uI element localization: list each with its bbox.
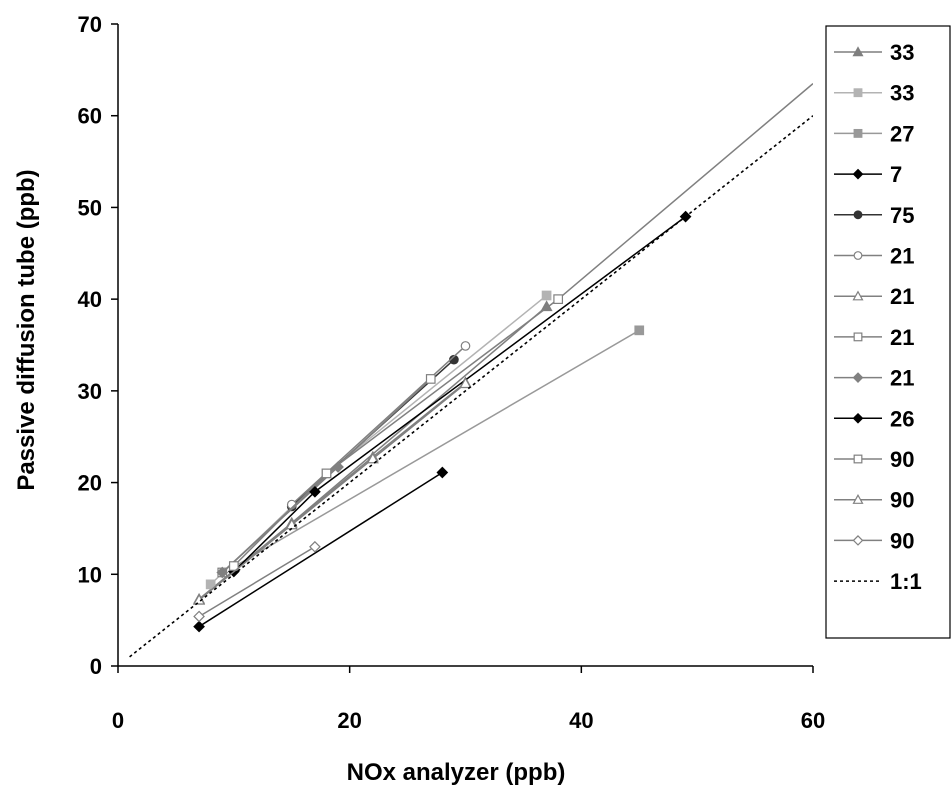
legend-label: 90 bbox=[890, 447, 914, 472]
legend-marker bbox=[853, 210, 863, 220]
series-14-line bbox=[129, 115, 813, 658]
legend-item: 21 bbox=[834, 325, 914, 350]
series-9-point-1 bbox=[216, 566, 229, 579]
series-11-line bbox=[233, 83, 813, 567]
legend-marker bbox=[853, 88, 863, 98]
legend-label: 33 bbox=[890, 81, 914, 106]
legend-box bbox=[825, 25, 951, 639]
y-tick-label: 30 bbox=[78, 379, 102, 404]
series-12 bbox=[193, 377, 472, 605]
legend-label: 90 bbox=[890, 528, 914, 553]
legend-label: 26 bbox=[890, 406, 914, 431]
legend-label: 21 bbox=[890, 284, 914, 309]
y-tick-label: 0 bbox=[90, 654, 102, 679]
legend-item: 33 bbox=[834, 40, 914, 65]
y-tick-label: 40 bbox=[78, 287, 102, 312]
x-tick-label: 0 bbox=[112, 708, 124, 733]
series-11-point-2 bbox=[321, 468, 332, 479]
series-14 bbox=[129, 115, 813, 658]
legend-marker bbox=[852, 535, 864, 546]
axes-layer bbox=[117, 24, 813, 667]
series-10-point-2 bbox=[309, 485, 321, 498]
series-layer bbox=[129, 83, 813, 658]
series-3-line bbox=[233, 329, 640, 568]
series-13-line bbox=[198, 546, 316, 618]
series-11 bbox=[228, 83, 813, 571]
series-4-line bbox=[198, 471, 443, 628]
legend-item: 90 bbox=[834, 528, 914, 553]
series-13 bbox=[193, 540, 321, 623]
series-4 bbox=[193, 466, 449, 633]
series-2-point-3 bbox=[541, 290, 552, 301]
legend-item: 27 bbox=[834, 121, 914, 146]
x-tick-label: 40 bbox=[569, 708, 593, 733]
series-3-point-2 bbox=[634, 325, 645, 336]
ticks-layer: 0 10 20 30 40 50 60 70 0 20 40 60 bbox=[78, 12, 826, 733]
y-tick-label: 60 bbox=[78, 104, 102, 129]
series-13-point-2 bbox=[309, 540, 321, 553]
series-12-point-4 bbox=[459, 377, 472, 389]
legend-label: 27 bbox=[890, 121, 914, 146]
series-2-point-1 bbox=[205, 579, 216, 590]
legend-label: 21 bbox=[890, 244, 914, 269]
series-4-point-2 bbox=[436, 466, 449, 479]
y-tick-label: 50 bbox=[78, 195, 102, 220]
legend-item: 33 bbox=[834, 81, 914, 106]
series-8-point-2 bbox=[425, 374, 436, 384]
series-6-point-2 bbox=[460, 341, 471, 351]
legend-item: 75 bbox=[834, 203, 914, 228]
y-tick-label: 70 bbox=[78, 12, 102, 37]
legend-item: 21 bbox=[834, 284, 914, 309]
series-13-point-1 bbox=[193, 610, 205, 623]
x-tick-label: 20 bbox=[337, 708, 361, 733]
legend-item: 90 bbox=[834, 447, 914, 472]
legend-item: 7 bbox=[834, 162, 902, 187]
legend-label: 75 bbox=[890, 203, 914, 228]
legend-marker bbox=[853, 332, 863, 342]
legend-label: 90 bbox=[890, 488, 914, 513]
legend-marker bbox=[853, 251, 863, 260]
series-9-point-2 bbox=[332, 461, 344, 473]
legend-label: 21 bbox=[890, 366, 914, 391]
y-tick-label: 20 bbox=[78, 471, 102, 496]
series-11-point-3 bbox=[553, 294, 564, 304]
legend: 33 33 27 7 75 21 21 21 21 26 90 90 90 1:1 bbox=[825, 25, 951, 639]
legend-marker bbox=[852, 290, 864, 301]
legend-marker bbox=[853, 454, 863, 464]
legend-label: 33 bbox=[890, 40, 914, 65]
legend-marker bbox=[852, 493, 864, 504]
legend-marker bbox=[852, 168, 864, 180]
legend-marker bbox=[853, 128, 863, 138]
x-tick-label: 60 bbox=[801, 708, 825, 733]
legend-label: 21 bbox=[890, 325, 914, 350]
legend-marker bbox=[852, 46, 864, 57]
legend-item: 1:1 bbox=[834, 569, 922, 594]
x-axis-title: NOx analyzer (ppb) bbox=[347, 759, 566, 786]
series-12-line bbox=[198, 382, 466, 601]
series-4-point-1 bbox=[193, 620, 205, 633]
y-tick-label: 10 bbox=[78, 562, 102, 587]
series-12-point-3 bbox=[366, 452, 379, 464]
legend-item: 21 bbox=[834, 244, 914, 269]
legend-item: 26 bbox=[834, 406, 914, 431]
legend-marker bbox=[852, 412, 864, 424]
legend-item: 90 bbox=[834, 488, 914, 513]
legend-marker bbox=[852, 372, 864, 383]
legend-item: 21 bbox=[834, 366, 914, 391]
y-axis-title: Passive diffusion tube (ppb) bbox=[13, 169, 40, 490]
legend-label: 1:1 bbox=[890, 569, 922, 594]
series-11-point-1 bbox=[228, 561, 239, 571]
legend-label: 7 bbox=[890, 162, 902, 187]
